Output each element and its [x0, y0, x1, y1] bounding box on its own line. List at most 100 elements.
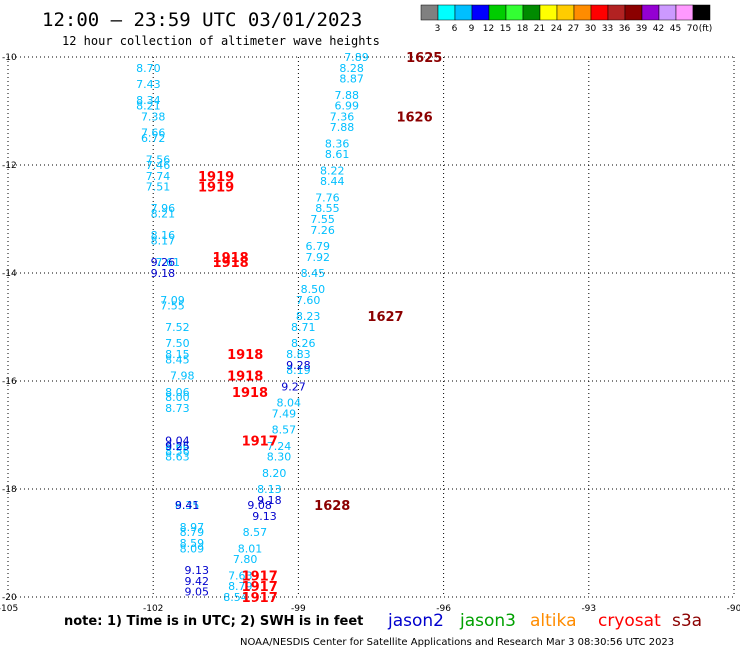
time-label: 1919 [198, 170, 234, 185]
wave-height-label: 8.57 [243, 526, 268, 539]
satellite-legend: jason2 jason3 altika cryosat s3a [387, 611, 702, 631]
wave-height-label: 7.51 [146, 181, 171, 194]
wave-height-label: 9.18 [151, 267, 176, 280]
wave-height-label: 7.89 [344, 51, 369, 64]
wave-height-label: 8.55 [315, 202, 340, 215]
time-label: 1625 [406, 51, 442, 66]
time-label: 1628 [314, 499, 350, 514]
wave-height-label: 7.38 [141, 110, 166, 123]
time-label: 1626 [396, 110, 432, 125]
axis-ticks: -105 -102 -99 -96 -93 -90 -10 -12 -14 -16 -18 -20 [0, 53, 740, 614]
wave-height-label: 8.97 [180, 521, 205, 534]
wave-height-label: 9.26 [151, 256, 176, 269]
wave-height-label: 8.45 [301, 267, 326, 280]
wave-height-label: 7.66 [141, 127, 166, 140]
colorbar-swatch [607, 4, 626, 21]
colorbar-label: 45 [670, 24, 681, 34]
colorbar-swatch [675, 4, 694, 21]
wave-height-label: 8.70 [136, 62, 161, 75]
colorbar-label: 36 [619, 24, 631, 34]
wave-height-label: 8.04 [276, 397, 301, 410]
colorbar-label: 9 [469, 24, 475, 34]
wave-height-label: 8.00 [165, 391, 190, 404]
wave-height-label: 8.23 [296, 310, 321, 323]
y-tick-label: -16 [2, 377, 17, 387]
wave-height-label: 8.13 [257, 483, 282, 496]
wave-height-label: 7.46 [146, 159, 171, 172]
y-tick-label: -10 [2, 53, 17, 63]
wave-height-label: 8.34 [136, 94, 161, 107]
wave-height-label: 7.60 [296, 294, 321, 307]
x-tick-label: -93 [581, 604, 596, 614]
time-label: 1919 [198, 181, 234, 196]
grid [7, 56, 735, 598]
x-tick-label: -105 [0, 604, 18, 614]
satellite-legend-cryosat: cryosat [598, 611, 661, 631]
wave-height-label: 8.36 [325, 137, 350, 150]
wave-height-label: 8.44 [320, 175, 345, 188]
wave-height-label: 7.55 [160, 299, 185, 312]
time-label: 1918 [213, 256, 249, 271]
time-label: 1918 [227, 348, 263, 363]
wave-height-label: 9.41 [175, 499, 200, 512]
x-tick-label: -90 [727, 604, 740, 614]
colorbar-label: 33 [602, 24, 613, 34]
time-label: 1918 [232, 386, 268, 401]
time-label: 1917 [242, 569, 278, 584]
wave-height-label: 9.08 [247, 499, 272, 512]
colorbar-label: 42 [653, 24, 664, 34]
wave-height-label: 8.73 [165, 402, 190, 415]
wave-height-label: 8.06 [165, 386, 190, 399]
wave-height-label: 9.28 [286, 359, 311, 372]
wave-height-label: 7.98 [170, 370, 195, 383]
wave-height-label: 7.56 [146, 154, 171, 167]
colorbar-swatch [488, 4, 507, 21]
wave-height-label: 8.26 [291, 337, 316, 350]
wave-height-label: 7.36 [330, 110, 355, 123]
wave-height-label: 7.61 [155, 256, 180, 269]
wave-height-label: 9.05 [185, 586, 210, 599]
footer-note: note: 1) Time is in UTC; 2) SWH is in fe… [64, 614, 363, 629]
colorbar-label: 3 [435, 24, 441, 34]
chart-subtitle: 12 hour collection of altimeter wave hei… [62, 34, 380, 48]
wave-height-label: 7.50 [165, 337, 190, 350]
satellite-legend-jason3: jason3 [459, 611, 516, 631]
colorbar-swatch [471, 4, 490, 21]
colorbar-label: 70 [687, 24, 699, 34]
satellite-legend-jason2: jason2 [387, 611, 444, 631]
wave-height-label: 7.26 [310, 224, 335, 237]
wave-height-label: 7.49 [272, 407, 297, 420]
wave-height-label: 7.09 [160, 294, 185, 307]
wave-height-label: 7.76 [315, 191, 340, 204]
x-tick-label: -99 [291, 604, 306, 614]
time-label: 1918 [213, 251, 249, 266]
wave-height-label: 9.13 [185, 564, 210, 577]
colorbar-label: 12 [483, 24, 494, 34]
time-label: 1917 [242, 434, 278, 449]
y-tick-label: -12 [2, 161, 17, 171]
wave-height-label: 8.19 [286, 364, 311, 377]
footer-credit: NOAA/NESDIS Center for Satellite Applica… [240, 637, 674, 648]
wave-height-label: 8.83 [286, 348, 311, 361]
wave-height-label: 8.54 [223, 591, 248, 604]
wave-height-label: 8.59 [180, 537, 205, 550]
wave-height-label: 8.28 [339, 62, 364, 75]
colorbar-swatch [539, 4, 558, 21]
wave-height-label: 8.79 [180, 526, 205, 539]
colorbar-swatch [556, 4, 575, 21]
y-tick-label: -14 [2, 269, 17, 279]
wave-height-label: 8.22 [320, 164, 345, 177]
time-label: 1918 [227, 370, 263, 385]
data-labels: 7.898.288.877.886.997.367.888.368.618.22… [136, 51, 442, 606]
wave-height-label: 8.63 [165, 451, 190, 464]
wave-height-label: 7.80 [233, 553, 258, 566]
wave-height-label: 9.04 [165, 434, 190, 447]
wave-height-label: 7.52 [165, 321, 190, 334]
wave-height-label: 8.16 [151, 229, 176, 242]
wave-height-label: 8.87 [339, 73, 364, 86]
colorbar-swatch [658, 4, 677, 21]
wave-height-label: 7.88 [330, 121, 355, 134]
x-tick-label: -96 [436, 604, 451, 614]
colorbar-label: 27 [568, 24, 579, 34]
